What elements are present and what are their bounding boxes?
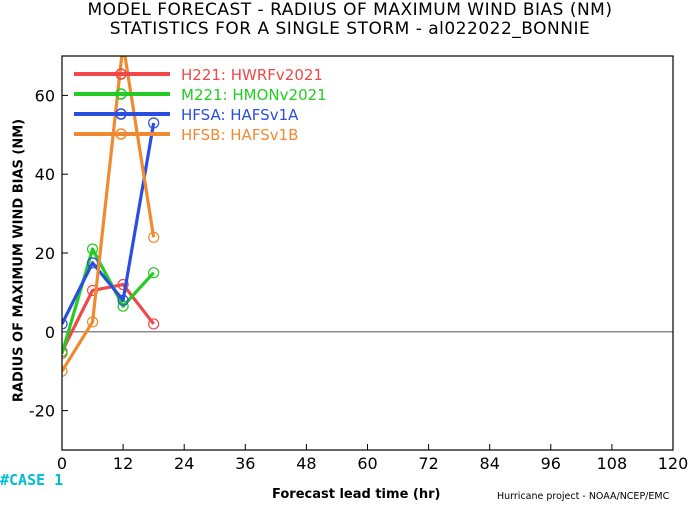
x-tick-label: 48 (296, 454, 316, 473)
data-point (148, 318, 160, 330)
y-tick-label: 60 (35, 86, 55, 105)
legend-swatch-marker (115, 68, 127, 80)
data-point (62, 318, 68, 330)
data-point (117, 278, 129, 291)
y-tick-label: 40 (35, 165, 55, 184)
data-point (148, 267, 160, 279)
x-tick-label: 12 (113, 454, 133, 473)
x-tick-label: 24 (174, 454, 194, 473)
data-point (62, 365, 68, 377)
x-tick-label: 96 (541, 454, 561, 473)
y-tick-label: 20 (35, 244, 55, 263)
x-tick-label: 84 (480, 454, 500, 473)
x-tick-label: 36 (235, 454, 255, 473)
legend-label: HFSB: HAFSv1B (181, 126, 298, 144)
x-tick-label: 60 (357, 454, 377, 473)
x-tick-label: 0 (57, 454, 67, 473)
chart-title: MODEL FORECAST - RADIUS OF MAXIMUM WIND … (87, 0, 613, 20)
x-tick-label: 120 (658, 454, 689, 473)
case-label: #CASE 1 (0, 471, 64, 489)
series-line (62, 247, 155, 354)
x-axis-label: Forecast lead time (hr) (272, 487, 441, 502)
x-tick-label: 108 (597, 454, 628, 473)
y-tick-label: 0 (45, 323, 55, 342)
legend-label: HFSA: HAFSv1A (181, 106, 299, 124)
data-point (62, 347, 68, 360)
plot-area (61, 55, 674, 451)
legend-swatch-marker (115, 128, 127, 140)
data-point (86, 243, 99, 255)
data-point (148, 231, 160, 243)
data-point (117, 294, 129, 306)
y-tick-label: -20 (29, 402, 55, 421)
series-line (62, 122, 156, 325)
x-tick-label: 72 (418, 454, 438, 473)
legend-swatch-marker (115, 88, 127, 100)
legend-swatch-marker (115, 108, 127, 120)
chart-subtitle: STATISTICS FOR A SINGLE STORM - al022022… (109, 19, 591, 39)
legend-label: H221: HWRFv2021 (181, 66, 323, 84)
legend-label: M221: HMONv2021 (181, 86, 327, 104)
credit-text: Hurricane project - NOAA/NCEP/EMC (497, 491, 670, 502)
series-line (62, 282, 155, 353)
data-point (86, 316, 99, 328)
data-point (148, 117, 160, 129)
y-axis-label: RADIUS OF MAXIMUM WIND BIAS (NM) (11, 118, 27, 403)
series-line (62, 56, 156, 373)
data-point (118, 39, 128, 49)
